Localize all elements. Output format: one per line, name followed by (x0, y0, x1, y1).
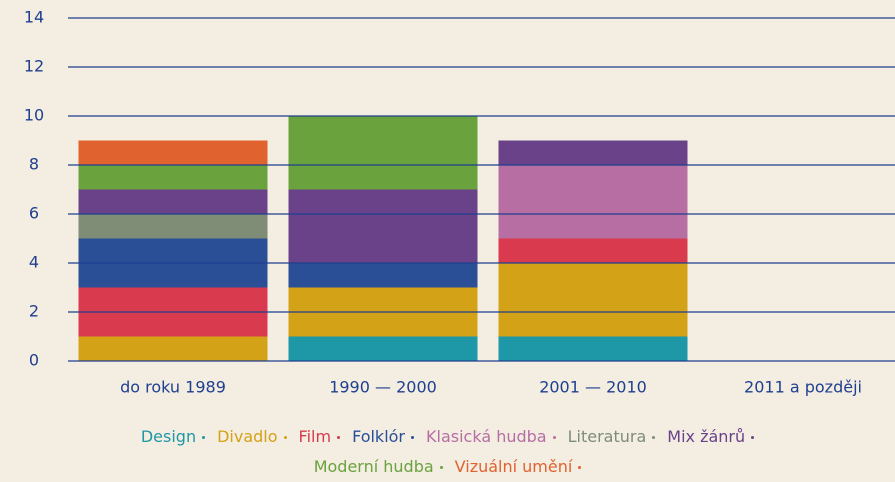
chart: do roku 1989 1990 — 2000 2001 — 2010 2011 a… (24, 8, 895, 397)
y-tick-label: 10 (24, 106, 44, 125)
legend-separator (578, 465, 582, 469)
bar-segment (498, 263, 688, 337)
legend-label: Divadlo (217, 427, 278, 446)
legend-separator (411, 435, 415, 439)
bar-segment (498, 336, 688, 361)
bar-segment (78, 165, 268, 190)
legend-label: Vizuální umění (454, 457, 573, 476)
legend-label: Design (140, 427, 197, 446)
legend-separator (751, 435, 755, 439)
legend-item: Design (140, 422, 206, 452)
legend-label: Moderní hudba (313, 457, 434, 476)
legend-separator (439, 465, 443, 469)
legend-label: Literatura (567, 427, 647, 446)
legend-separator (202, 435, 206, 439)
legend-item: Moderní hudba (314, 452, 443, 482)
x-tick-label: do roku 1989 (120, 378, 226, 397)
bar-segment (78, 140, 268, 165)
x-tick-label: 1990 — 2000 (329, 378, 437, 397)
legend-separator (337, 435, 341, 439)
legend-item: Mix žánrů (667, 422, 755, 452)
x-tick-label: 2001 — 2010 (539, 378, 647, 397)
legend-label: Folklór (352, 427, 406, 446)
legend-separator (283, 435, 287, 439)
legend-label: Klasická hudba (426, 427, 547, 446)
bar-segment (78, 336, 268, 361)
legend-item: Divadlo (217, 422, 287, 452)
y-tick-label: 4 (29, 253, 39, 272)
legend-item: Literatura (568, 422, 656, 452)
legend-separator (652, 435, 656, 439)
bar-segment (78, 189, 268, 214)
legend-label: Film (298, 427, 332, 446)
bar-segment (498, 165, 688, 239)
legend-label: Mix žánrů (667, 427, 746, 446)
y-tick-label: 0 (29, 351, 39, 370)
legend-item: Klasická hudba (426, 422, 556, 452)
legend-item: Film (299, 422, 341, 452)
y-tick-label: 14 (24, 8, 44, 27)
bar-segment (288, 189, 478, 263)
legend-separator (552, 435, 556, 439)
bar-segment (78, 214, 268, 239)
y-tick-label: 12 (24, 57, 44, 76)
y-tick-label: 6 (29, 204, 39, 223)
legend-item: Vizuální umění (455, 452, 582, 482)
y-tick-label: 2 (29, 302, 39, 321)
bar-segment (288, 336, 478, 361)
x-tick-label: 2011 a později (744, 378, 862, 397)
bar-segment (498, 238, 688, 263)
bar-segment (288, 263, 478, 288)
y-tick-label: 8 (29, 155, 39, 174)
legend: Design Divadlo Film Folklór Klasická hudba Li… (120, 422, 775, 482)
bar-segment (498, 140, 688, 165)
bar-segment (288, 116, 478, 190)
legend-item: Folklór (352, 422, 415, 452)
